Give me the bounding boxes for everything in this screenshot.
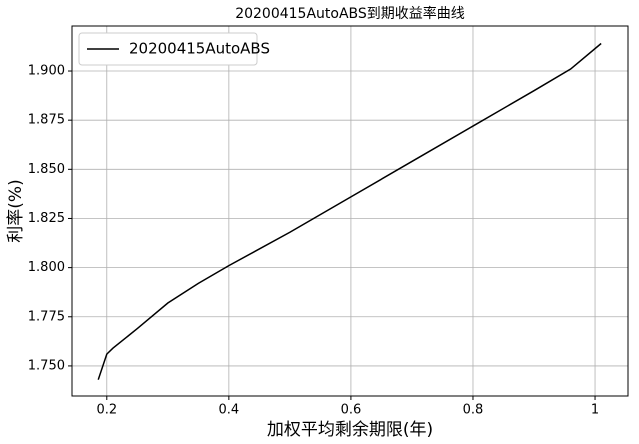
y-tick-label: 1.825: [28, 211, 65, 226]
y-tick-label: 1.800: [28, 260, 65, 275]
legend-label: 20200415AutoABS: [129, 40, 270, 58]
x-tick-label: 0.6: [341, 403, 362, 418]
line-series: [97, 42, 602, 380]
x-tick-label: 0.4: [219, 403, 240, 418]
x-axis-label: 加权平均剩余期限(年): [267, 420, 433, 440]
y-tick-label: 1.875: [28, 113, 65, 128]
y-tick-label: 1.850: [28, 162, 65, 177]
y-tick-label: 1.750: [28, 358, 65, 373]
x-tick-label: 1: [591, 403, 599, 418]
legend: 20200415AutoABS: [78, 32, 270, 66]
plot-frame: [71, 25, 629, 397]
y-tick-label: 1.900: [28, 64, 65, 79]
x-tick-label: 0.2: [96, 403, 117, 418]
y-axis-label: 利率(%): [6, 179, 26, 242]
chart-title: 20200415AutoABS到期收益率曲线: [235, 5, 465, 22]
y-tick-label: 1.775: [28, 309, 65, 324]
legend-box: [78, 32, 258, 66]
x-tick-label: 0.8: [463, 403, 484, 418]
